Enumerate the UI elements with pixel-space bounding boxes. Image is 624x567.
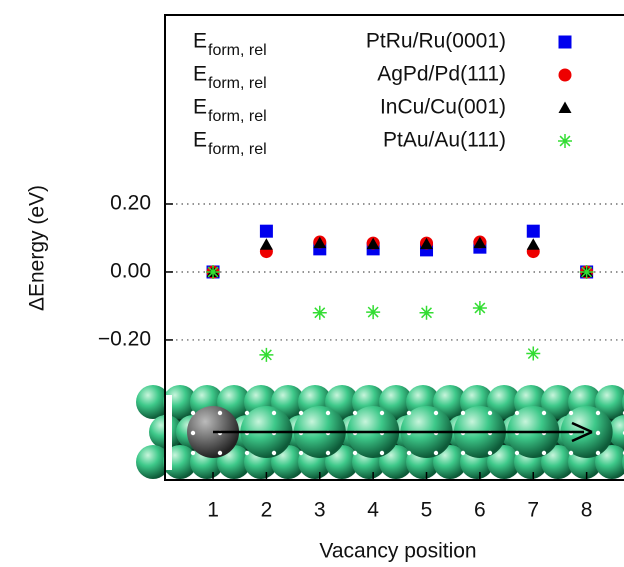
site xyxy=(379,410,385,416)
site xyxy=(433,450,439,456)
site xyxy=(298,410,304,416)
atom xyxy=(541,445,575,479)
atom xyxy=(595,385,624,419)
marker-triangle xyxy=(420,237,434,250)
site xyxy=(541,410,547,416)
legend-prefix: E xyxy=(193,129,207,152)
legend-prefix: E xyxy=(193,30,207,53)
atom xyxy=(136,385,170,419)
marker-triangle xyxy=(558,101,572,113)
marker-star xyxy=(558,134,572,148)
site xyxy=(514,450,520,456)
legend-label: AgPd/Pd(111) xyxy=(377,63,506,86)
y-tick-label: −0.20 xyxy=(98,328,151,351)
site xyxy=(460,450,466,456)
x-tick-label: 1 xyxy=(207,499,219,522)
marker-circle xyxy=(558,68,572,82)
atom xyxy=(595,445,624,479)
structure-illustration xyxy=(136,385,624,479)
atom xyxy=(608,415,624,449)
legend-label: InCu/Cu(001) xyxy=(380,96,506,119)
site xyxy=(541,450,547,456)
atom xyxy=(487,445,521,479)
marker-square xyxy=(558,35,572,49)
atom xyxy=(560,406,613,458)
site xyxy=(217,450,223,456)
site xyxy=(487,410,493,416)
site xyxy=(298,450,304,456)
x-axis-label: Vacancy position xyxy=(319,540,476,563)
site xyxy=(406,450,412,456)
y-tick-label: 0.00 xyxy=(110,260,151,283)
marker-star xyxy=(419,305,434,320)
site xyxy=(514,410,520,416)
site xyxy=(190,410,196,416)
marker-star xyxy=(579,264,594,279)
marker-star xyxy=(472,301,487,316)
site xyxy=(271,410,277,416)
marker-triangle xyxy=(526,238,540,250)
marker-triangle xyxy=(313,236,327,249)
site xyxy=(487,450,493,456)
site xyxy=(325,450,331,456)
marker-triangle xyxy=(366,237,380,250)
site xyxy=(190,450,196,456)
site xyxy=(568,410,574,416)
legend-subscript: form, rel xyxy=(208,141,267,158)
marker-star xyxy=(526,346,541,361)
x-tick-label: 5 xyxy=(421,499,433,522)
site xyxy=(595,430,601,436)
marker-star xyxy=(259,347,274,362)
clip-cover xyxy=(165,395,172,470)
marker-star xyxy=(312,305,327,320)
site xyxy=(217,410,223,416)
marker-square xyxy=(259,224,273,238)
legend-prefix: E xyxy=(193,63,207,86)
x-tick-label: 7 xyxy=(527,499,539,522)
site xyxy=(244,450,250,456)
marker-triangle xyxy=(473,236,487,249)
plot-frame xyxy=(164,14,624,481)
arrow-head xyxy=(571,421,593,443)
atom xyxy=(433,445,467,479)
legend-subscript: form, rel xyxy=(208,108,267,125)
site xyxy=(271,450,277,456)
y-axis-label: ΔEnergy (eV) xyxy=(26,185,49,311)
x-tick-label: 8 xyxy=(581,499,593,522)
marker-triangle xyxy=(259,238,273,250)
site xyxy=(190,430,196,436)
atom xyxy=(487,385,521,419)
marker-square xyxy=(526,224,540,238)
site xyxy=(244,410,250,416)
legend-prefix: E xyxy=(193,96,207,119)
marker-star xyxy=(206,264,221,279)
legend-label: PtAu/Au(111) xyxy=(383,129,506,152)
site xyxy=(433,410,439,416)
site xyxy=(406,410,412,416)
atom xyxy=(541,385,575,419)
x-tick-label: 6 xyxy=(474,499,486,522)
site xyxy=(379,450,385,456)
atom xyxy=(433,385,467,419)
x-tick-label: 2 xyxy=(261,499,273,522)
atom xyxy=(136,445,170,479)
marker-star xyxy=(366,305,381,320)
x-tick-label: 3 xyxy=(314,499,326,522)
legend-subscript: form, rel xyxy=(208,75,267,92)
site xyxy=(568,450,574,456)
x-tick-label: 4 xyxy=(367,499,379,522)
site xyxy=(460,410,466,416)
site xyxy=(352,450,358,456)
site xyxy=(325,410,331,416)
site xyxy=(595,410,601,416)
legend-subscript: form, rel xyxy=(208,42,267,59)
legend-label: PtRu/Ru(0001) xyxy=(366,30,506,53)
y-tick-label: 0.20 xyxy=(110,192,151,215)
site xyxy=(352,410,358,416)
site xyxy=(595,450,601,456)
